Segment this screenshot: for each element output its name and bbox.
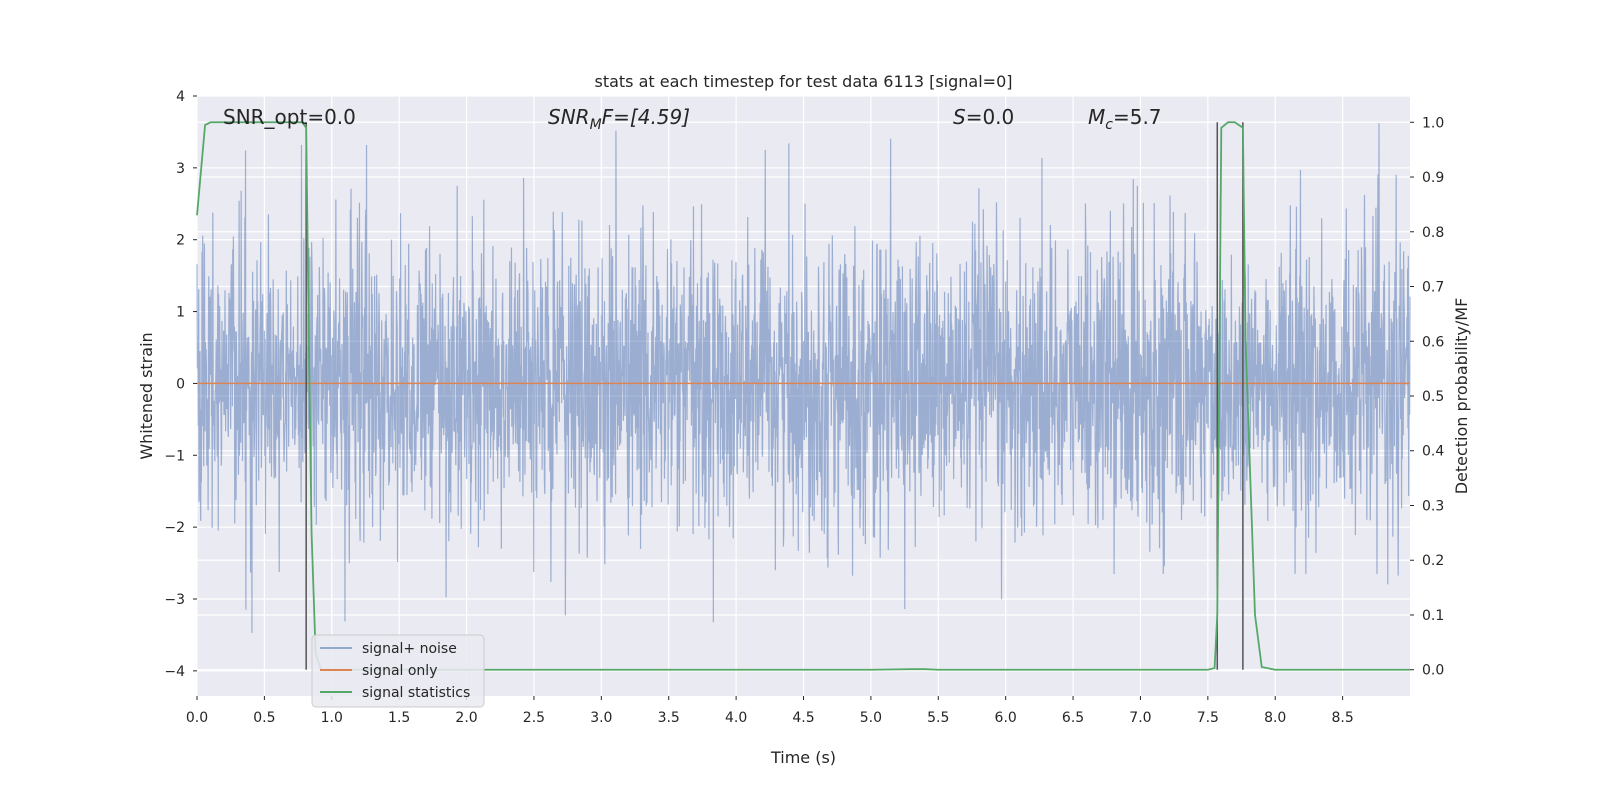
annotation-snr-mf-rest: F=[4.59] [602, 105, 690, 129]
x-tick-label: 0.0 [186, 710, 208, 726]
y-axis-ticks: 4 3 2 1 0 −1 −2 −3 −4 [164, 89, 197, 680]
y-tick-label: −2 [164, 520, 185, 536]
annotation-s-main: S [953, 105, 966, 129]
y2-tick-label: 0.8 [1422, 225, 1444, 241]
y2-tick-label: 0.2 [1422, 553, 1444, 569]
annotation-s-rest: =0.0 [966, 105, 1015, 129]
y2-tick-label: 0.5 [1422, 389, 1444, 405]
annotation-mc: Mc=5.7 [1088, 105, 1162, 133]
annotation-snr-mf: SNRMF=[4.59] [548, 105, 690, 133]
annotation-snr-mf-main: SNR [548, 105, 590, 129]
x-tick-label: 3.5 [658, 710, 680, 726]
x-tick-label: 3.0 [590, 710, 612, 726]
y2-axis-ticks: 1.0 0.9 0.8 0.7 0.6 0.5 0.4 0.3 0.2 0.1 0.0 [1410, 115, 1444, 679]
x-tick-label: 1.0 [321, 710, 343, 726]
x-tick-label: 1.5 [388, 710, 410, 726]
x-tick-label: 6.0 [995, 710, 1017, 726]
y-tick-label: 3 [176, 161, 185, 177]
x-tick-label: 5.5 [927, 710, 949, 726]
y-axis-label: Whitened strain [137, 332, 156, 459]
signal-statistics-line [196, 121, 1410, 671]
y-tick-label: −4 [164, 664, 185, 680]
y2-tick-label: 0.6 [1422, 334, 1444, 350]
x-tick-label: 4.5 [792, 710, 814, 726]
y2-tick-label: 0.4 [1422, 444, 1444, 460]
annotation-snr-mf-sub: M [590, 117, 602, 133]
x-axis-ticks: 0.0 0.5 1.0 1.5 2.0 2.5 3.0 3.5 4.0 4.5 5.0 5.5 6.0 6… [186, 696, 1354, 726]
series-signal-noise [196, 123, 1411, 633]
annotation-snr-opt: SNR_opt=0.0 [223, 105, 356, 129]
x-tick-label: 5.0 [860, 710, 882, 726]
y2-tick-label: 1.0 [1422, 115, 1444, 131]
y-tick-label: 0 [176, 376, 185, 392]
y-tick-label: 2 [176, 233, 185, 249]
x-tick-label: 4.0 [725, 710, 747, 726]
legend: signal+ noise signal only signal statist… [311, 634, 485, 708]
legend-box [311, 634, 485, 708]
y-tick-label: 4 [176, 89, 185, 105]
y2-tick-label: 0.7 [1422, 280, 1444, 296]
x-axis-label: Time (s) [770, 748, 836, 767]
legend-label-signal-statistics: signal statistics [362, 685, 470, 701]
x-tick-label: 6.5 [1062, 710, 1084, 726]
y-tick-label: −3 [164, 592, 185, 608]
annotation-mc-main: M [1088, 105, 1105, 129]
legend-label-signal-only: signal only [362, 663, 437, 679]
x-tick-label: 0.5 [253, 710, 275, 726]
annotation-s: S=0.0 [953, 105, 1014, 129]
signal-noise-line [196, 123, 1411, 633]
chart-title: stats at each timestep for test data 611… [594, 72, 1012, 91]
y-tick-label: 1 [176, 305, 185, 321]
x-tick-label: 2.0 [455, 710, 477, 726]
y2-tick-label: 0.3 [1422, 498, 1444, 514]
legend-label-signal-noise: signal+ noise [362, 641, 457, 657]
series-signal-statistics [196, 121, 1410, 671]
x-tick-label: 7.0 [1129, 710, 1151, 726]
y2-tick-label: 0.0 [1422, 663, 1444, 679]
x-tick-label: 7.5 [1197, 710, 1219, 726]
annotation-mc-rest: =5.7 [1113, 105, 1162, 129]
x-tick-label: 2.5 [523, 710, 545, 726]
y-tick-label: −1 [164, 448, 185, 464]
y2-tick-label: 0.1 [1422, 608, 1444, 624]
x-tick-label: 8.0 [1264, 710, 1286, 726]
y2-axis-label: Detection probability/MF [1452, 298, 1471, 495]
annotation-mc-sub: c [1105, 117, 1113, 133]
x-tick-label: 8.5 [1331, 710, 1353, 726]
y2-tick-label: 0.9 [1422, 170, 1444, 186]
